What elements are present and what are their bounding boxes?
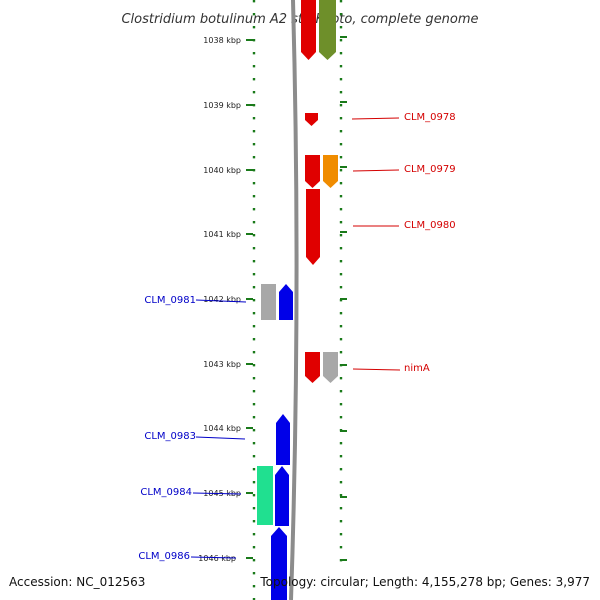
gene-arrow-reverse[interactable]	[271, 527, 287, 600]
ruler-ticks	[246, 36, 347, 561]
gene-label-reverse[interactable]: CLM_0986	[138, 551, 190, 562]
label-leader	[352, 169, 400, 172]
gene-label-reverse[interactable]: CLM_0983	[144, 431, 196, 442]
label-leader	[195, 436, 246, 440]
gene-arrow-forward[interactable]	[301, 0, 316, 60]
gene-arrow-reverse[interactable]	[276, 414, 290, 465]
genome-backbone	[289, 0, 299, 600]
gene-label-forward[interactable]: CLM_0980	[404, 220, 456, 231]
gene-label-forward[interactable]: CLM_0979	[404, 164, 456, 175]
gene-arrow-reverse[interactable]	[279, 284, 293, 320]
gene-label-reverse[interactable]: CLM_0981	[144, 295, 196, 306]
gene-box-reverse[interactable]	[257, 466, 273, 525]
gene-label-forward[interactable]: CLM_0978	[404, 112, 456, 123]
gene-label-forward[interactable]: nimA	[404, 363, 430, 374]
label-leader	[351, 117, 400, 120]
ruler-label: 1039 kbp	[203, 101, 241, 110]
label-leader	[190, 556, 237, 559]
ruler-label: 1041 kbp	[203, 230, 241, 239]
gene-arrow-reverse[interactable]	[275, 466, 289, 526]
gene-arrow-forward[interactable]	[323, 352, 338, 383]
ruler-label: 1040 kbp	[203, 166, 241, 175]
genome-title: Clostridium botulinum A2 str. Kyoto, com…	[121, 12, 478, 27]
gene-arrow-forward[interactable]	[319, 0, 336, 60]
gene-arrow-forward[interactable]	[305, 352, 320, 383]
gene-arrow-forward[interactable]	[323, 155, 338, 188]
accession-text: Accession: NC_012563	[9, 575, 146, 589]
gene-arrow-forward[interactable]	[305, 113, 318, 126]
gene-arrow-forward[interactable]	[305, 155, 320, 188]
gene-box-reverse[interactable]	[261, 284, 276, 320]
ruler-label: 1038 kbp	[203, 36, 241, 45]
ruler-label: 1044 kbp	[203, 424, 241, 433]
label-leader	[195, 299, 247, 303]
gene-arrow-forward[interactable]	[306, 189, 320, 265]
topology-text: Topology: circular; Length: 4,155,278 bp…	[260, 575, 590, 589]
ruler-label: 1046 kbp	[198, 554, 236, 563]
ruler-label: 1043 kbp	[203, 360, 241, 369]
ruler-label: 1042 kbp	[203, 295, 241, 304]
label-leader	[192, 492, 242, 495]
gene-label-reverse[interactable]: CLM_0984	[140, 487, 192, 498]
label-leader	[352, 368, 401, 371]
